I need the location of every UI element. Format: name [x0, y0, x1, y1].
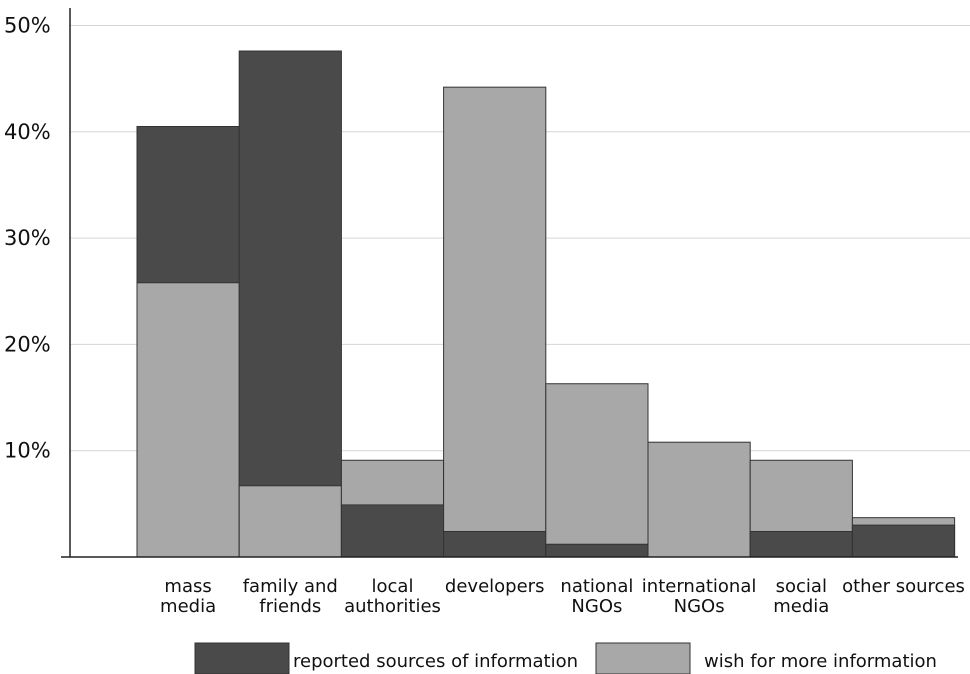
legend: reported sources of information wish for …	[194, 642, 937, 674]
bars	[136, 50, 956, 558]
x-tick-label: family and friends	[243, 576, 338, 617]
legend-label: wish for more information	[704, 651, 937, 672]
bar-wish-1	[238, 485, 342, 558]
bar-reported-7	[851, 524, 956, 558]
bar-reported-4	[545, 543, 649, 558]
bar-wish-4	[545, 383, 649, 558]
bar-reported-6	[749, 530, 853, 558]
y-axis-ticks: 10% 20% 30% 40% 50%	[4, 14, 51, 463]
bar-wish-5	[647, 441, 751, 558]
x-tick-label: developers	[445, 576, 545, 597]
bar-reported-2	[340, 504, 445, 558]
y-tick-label: 40%	[4, 120, 51, 144]
legend-swatch	[595, 642, 691, 674]
bar-wish-0	[136, 282, 240, 558]
x-tick-label: social media	[773, 576, 829, 617]
y-tick-label: 20%	[4, 332, 51, 356]
x-tick-label: other sources	[842, 576, 965, 597]
legend-swatch	[194, 642, 290, 674]
x-tick-label: local authorities	[344, 576, 441, 617]
x-tick-label: international NGOs	[642, 576, 757, 617]
y-tick-label: 10%	[4, 439, 51, 463]
legend-label: reported sources of information	[293, 651, 578, 672]
bar-wish-3	[443, 86, 547, 558]
bar-reported-1	[238, 50, 342, 558]
y-tick-label: 30%	[4, 226, 51, 250]
bar-reported-3	[443, 530, 547, 558]
y-tick-label: 50%	[4, 14, 51, 38]
x-tick-label: mass media	[160, 576, 216, 617]
x-tick-label: national NGOs	[560, 576, 633, 617]
